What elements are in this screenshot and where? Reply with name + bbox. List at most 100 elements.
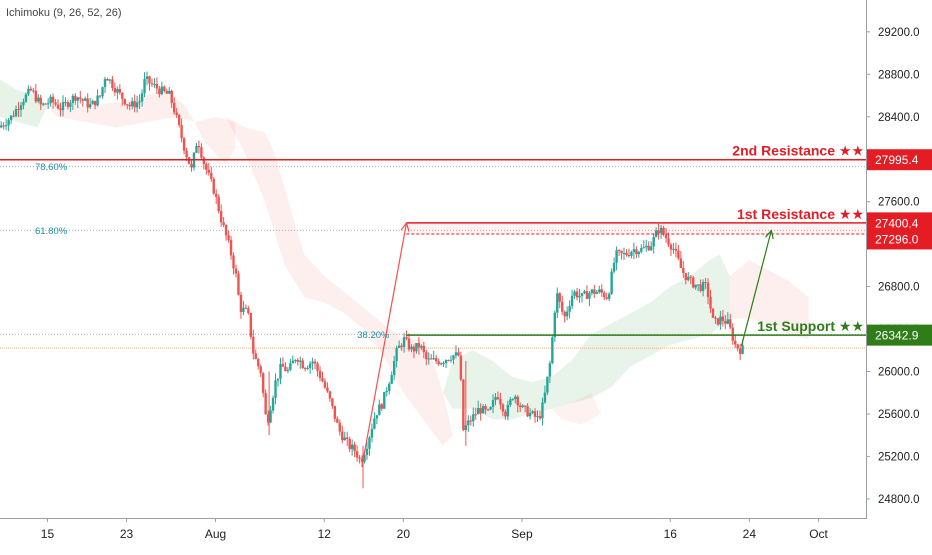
price-tick-label: 28800.0 xyxy=(878,69,920,81)
candle-body xyxy=(568,306,571,312)
candle-body xyxy=(561,301,564,312)
candle-body xyxy=(286,369,290,372)
candle-body xyxy=(284,366,287,372)
price-badge-background xyxy=(867,149,932,171)
candle-body xyxy=(239,294,243,312)
price-badge-1st-resistance-low-: 27296.0 xyxy=(867,228,932,250)
candle-body xyxy=(138,101,141,103)
candle-body xyxy=(486,409,490,411)
candle-body xyxy=(195,145,198,153)
candle-body xyxy=(296,360,299,362)
candle-body xyxy=(180,125,183,139)
candle-body xyxy=(229,240,233,256)
candle-body xyxy=(526,406,529,417)
time-axis[interactable]: 15 23 Aug 12 20 Sep 16 24 Oct xyxy=(0,518,867,541)
candle-body xyxy=(553,312,557,338)
price-tick-label: 27600.0 xyxy=(878,197,920,209)
candle-body xyxy=(79,97,82,100)
candle-body xyxy=(489,407,492,410)
candle-body xyxy=(677,250,680,259)
candle-body xyxy=(580,293,584,297)
candle-body xyxy=(410,346,413,350)
candle-body xyxy=(118,89,122,93)
candle-body xyxy=(617,250,621,252)
time-tick-label: 12 xyxy=(318,527,332,541)
candle-body xyxy=(150,83,154,85)
candle-body xyxy=(123,98,126,105)
candle-body xyxy=(395,347,398,362)
candle-body xyxy=(259,366,262,374)
indicator-label[interactable]: Ichimoku (9, 26, 52, 26) xyxy=(6,7,122,19)
candle-body xyxy=(645,245,648,248)
candle-body xyxy=(353,444,356,452)
candle-body xyxy=(627,255,631,257)
candle-body xyxy=(165,90,168,94)
candle-body xyxy=(729,319,732,328)
fib-label: 61.80% xyxy=(35,226,68,237)
candle-body xyxy=(603,292,606,298)
candle-body xyxy=(289,363,292,370)
candle-body xyxy=(375,415,379,419)
candle-body xyxy=(108,79,112,81)
candle-body xyxy=(430,358,433,360)
candle-body xyxy=(133,101,136,108)
price-tick-label: 24800.0 xyxy=(878,494,920,506)
candle-body xyxy=(679,258,683,268)
candle-body xyxy=(316,363,319,371)
candle-body xyxy=(736,344,739,349)
candle-body xyxy=(291,360,295,364)
candle-body xyxy=(454,352,458,356)
candle-body xyxy=(182,138,186,151)
candle-body xyxy=(116,89,119,93)
candle-body xyxy=(46,103,50,105)
candle-body xyxy=(9,115,13,121)
candle-body xyxy=(385,391,388,393)
price-badge-background xyxy=(867,324,932,346)
candle-body xyxy=(479,408,482,414)
candle-body xyxy=(71,95,75,103)
candle-body xyxy=(504,411,507,417)
cloud-region xyxy=(551,392,602,425)
candle-body xyxy=(271,397,275,411)
candle-body xyxy=(49,96,52,104)
candle-body xyxy=(605,297,608,299)
candle-body xyxy=(113,87,117,93)
candle-body xyxy=(462,379,465,431)
fib-label: 78.60% xyxy=(35,162,68,173)
candle-body xyxy=(234,268,238,274)
candle-body xyxy=(219,211,223,223)
candle-body xyxy=(365,448,369,456)
candle-body xyxy=(600,289,603,293)
candle-body xyxy=(224,225,228,236)
candle-body xyxy=(620,250,623,254)
candle-body xyxy=(457,352,460,356)
candle-body xyxy=(373,418,376,429)
candle-body xyxy=(64,102,67,104)
candle-body xyxy=(496,396,500,399)
candle-body xyxy=(514,396,517,399)
candle-body xyxy=(215,193,218,197)
candle-body xyxy=(244,307,248,309)
candle-body xyxy=(299,360,302,362)
candle-body xyxy=(294,360,297,362)
candle-body xyxy=(173,102,176,113)
candle-body xyxy=(254,353,257,360)
price-axis[interactable]: 24800.025200.025600.026000.026400.026800… xyxy=(866,0,932,550)
candle-body xyxy=(523,405,527,407)
candle-body xyxy=(469,420,472,422)
candle-body xyxy=(101,87,104,97)
candle-body xyxy=(212,178,215,194)
candle-body xyxy=(380,404,384,409)
candle-body xyxy=(168,90,171,94)
candle-body xyxy=(452,355,455,360)
candle-body xyxy=(397,345,401,348)
candle-body xyxy=(635,249,638,255)
candle-body xyxy=(434,358,438,362)
candle-body xyxy=(726,319,730,324)
price-badge-background xyxy=(867,228,932,250)
price-badge-2nd-resistance: 27995.4 xyxy=(867,149,932,171)
label-1st-resistance: 1st Resistance ★★ xyxy=(737,206,864,222)
time-tick-label: 20 xyxy=(397,527,411,541)
